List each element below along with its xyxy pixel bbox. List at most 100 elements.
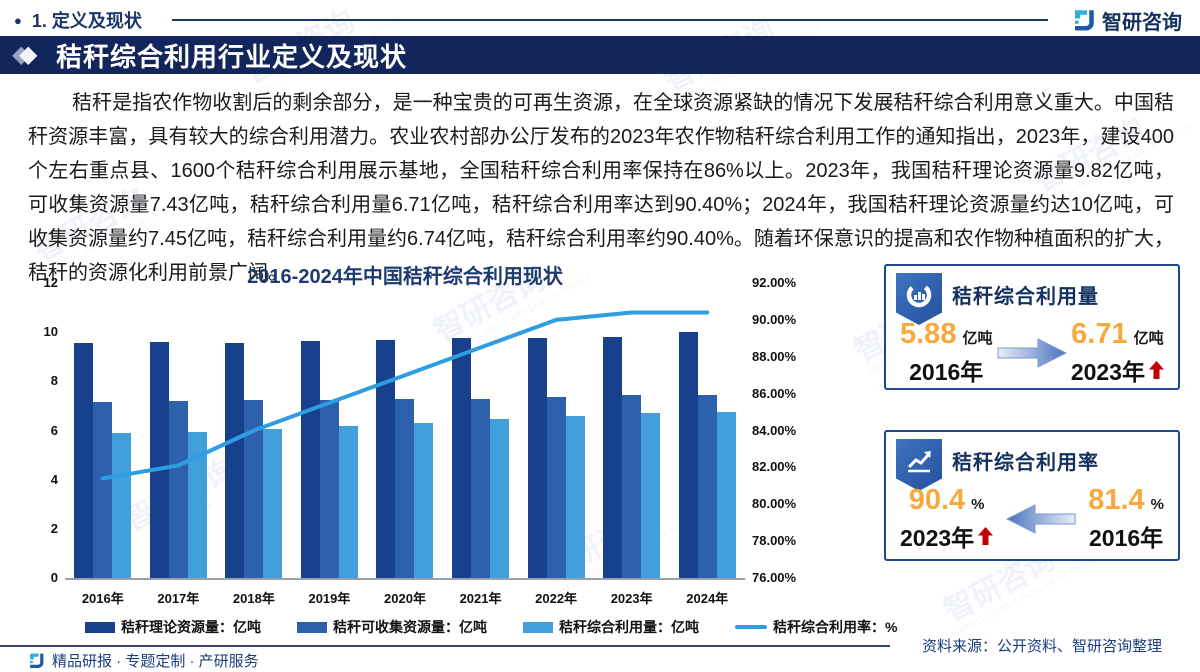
section-banner: ◆ ◆ 秸秆综合利用行业定义及现状 <box>0 36 1200 74</box>
stat-value: 90.4 <box>908 484 966 516</box>
left-tick-label: 6 <box>50 422 58 438</box>
bar <box>338 425 358 578</box>
bar <box>74 343 94 578</box>
brand-name: 智研咨询 <box>1102 11 1182 34</box>
card-badge <box>896 439 942 491</box>
x-axis-labels: 2016年 2017年 2018年 2019年 2020年 2021年 2022年 2023年… <box>65 588 745 608</box>
rate-line <box>100 310 710 481</box>
bar-group-2019年 <box>292 283 368 578</box>
legend-label: 秸秆综合利用量：亿吨 <box>559 619 699 635</box>
bar <box>395 398 415 578</box>
stat-2016: 5.88 亿吨 2016年 <box>900 318 992 387</box>
legend-bar-swatch <box>523 621 553 633</box>
bar <box>527 338 547 578</box>
trend-up-icon <box>1148 361 1164 379</box>
bar <box>93 402 113 578</box>
legend-bar-swatch <box>297 621 327 633</box>
left-tick-label: 8 <box>50 373 58 389</box>
card-body: 90.4% 2023年 81.4% 2016年 <box>886 484 1178 553</box>
bar <box>319 399 339 578</box>
footer-text: 精品研报 · 专题定制 · 产研服务 <box>52 653 259 670</box>
x-label: 2022年 <box>535 591 578 606</box>
bar <box>376 339 396 578</box>
trend-up-icon <box>978 527 994 545</box>
header-rule <box>171 19 1048 21</box>
bar-group-2020年 <box>367 283 443 578</box>
x-label: 2024年 <box>686 591 729 606</box>
stat-2016: 81.4% 2016年 <box>1088 484 1164 553</box>
page-footer: 精品研报 · 专题定制 · 产研服务 <box>28 650 259 671</box>
page-header: ● 1. 定义及现状 智研咨询 <box>14 6 1182 34</box>
left-tick-label: 4 <box>50 471 58 487</box>
x-label: 2021年 <box>459 591 502 606</box>
stat-unit: % <box>1150 496 1164 513</box>
legend-item: 秸秆综合利用量：亿吨 <box>523 617 699 637</box>
zhiyan-logo-icon <box>1075 10 1094 31</box>
legend-label: 秸秆理论资源量：亿吨 <box>121 619 261 635</box>
donut-chart-icon <box>906 282 932 308</box>
plot-area <box>65 283 745 580</box>
legend-label: 秸秆可收集资源量：亿吨 <box>333 619 487 635</box>
bar-group-2021年 <box>443 283 519 578</box>
bar <box>622 395 642 578</box>
legend-item: 秸秆理论资源量：亿吨 <box>85 617 261 637</box>
left-tick-label: 2 <box>50 520 58 536</box>
bar-group-2024年 <box>669 283 745 578</box>
bar <box>225 343 245 578</box>
stat-unit: 亿吨 <box>1133 330 1164 347</box>
brand-logo: 智研咨询 <box>1072 6 1182 35</box>
stat-2023: 90.4% 2023年 <box>900 484 994 553</box>
bar <box>641 413 661 578</box>
arrow-left-icon <box>1005 503 1076 534</box>
bar <box>490 419 510 578</box>
x-label: 2020年 <box>384 591 426 606</box>
x-label: 2023年 <box>610 591 653 606</box>
stat-value: 5.88 <box>900 318 957 350</box>
arrow-right-icon <box>997 337 1067 368</box>
left-tick-label: 12 <box>43 275 58 290</box>
right-tick-label: 82.00% <box>752 459 797 475</box>
section-bullet-icon: ● <box>14 12 22 28</box>
bar <box>546 397 566 578</box>
bar <box>697 394 717 578</box>
zhiyan-logo-icon <box>30 653 44 668</box>
section-label: 1. 定义及现状 <box>31 11 142 31</box>
card-badge <box>896 273 942 325</box>
bar <box>678 332 698 578</box>
stat-2023: 6.71 亿吨 2023年 <box>1071 318 1164 387</box>
stat-year: 2016年 <box>1089 525 1164 551</box>
bar <box>168 401 188 578</box>
card-body: 5.88 亿吨 2016年 6.71 亿吨 2023年 <box>886 318 1178 387</box>
legend-label: 秸秆综合利用率：% <box>773 619 898 635</box>
stat-year: 2023年 <box>900 525 975 551</box>
bar <box>452 338 472 578</box>
bar <box>149 342 169 578</box>
body-paragraph: 秸秆是指农作物收割后的剩余部分，是一种宝贵的可再生资源，在全球资源紧缺的情况下发… <box>28 92 1174 284</box>
bar <box>603 336 623 578</box>
chart-legend: 秸秆理论资源量：亿吨 秸秆可收集资源量：亿吨 秸秆综合利用量：亿吨 秸秆综合利用率：% <box>85 617 897 637</box>
diamond-icon: ◆ ◆ <box>12 41 38 68</box>
stat-year: 2016年 <box>909 359 984 385</box>
bar-group-2022年 <box>518 283 594 578</box>
x-label: 2019年 <box>308 591 351 606</box>
card-title: 秸秆综合利用量 <box>952 286 1099 308</box>
legend-bar-swatch <box>85 621 115 633</box>
bar <box>244 399 264 578</box>
legend-item: 秸秆综合利用率：% <box>735 617 897 637</box>
source-note: 资料来源：公开资料、智研咨询整理 <box>922 638 1163 655</box>
stat-card-utilization-rate: 秸秆综合利用率 90.4% 2023年 81.4% 2016年 <box>884 430 1180 561</box>
stat-unit: % <box>971 496 985 513</box>
right-tick-label: 84.00% <box>752 422 797 438</box>
bottom-rule <box>0 645 890 647</box>
legend-line-swatch <box>735 625 767 629</box>
chart-title: 2016-2024年中国秸秆综合利用现状 <box>247 266 563 288</box>
legend-item: 秸秆可收集资源量：亿吨 <box>297 617 487 637</box>
left-tick-label: 10 <box>43 324 58 340</box>
stat-card-utilization-volume: 秸秆综合利用量 5.88 亿吨 2016年 6.71 亿吨 2023年 <box>884 264 1180 390</box>
x-label: 2017年 <box>157 591 200 606</box>
bar <box>300 340 320 578</box>
bar <box>471 398 491 578</box>
right-tick-label: 90.00% <box>752 311 797 327</box>
chart-straw-utilization: 2016-2024年中国秸秆综合利用现状 0 2 4 6 8 10 12 76.00% 78.… <box>30 258 875 618</box>
